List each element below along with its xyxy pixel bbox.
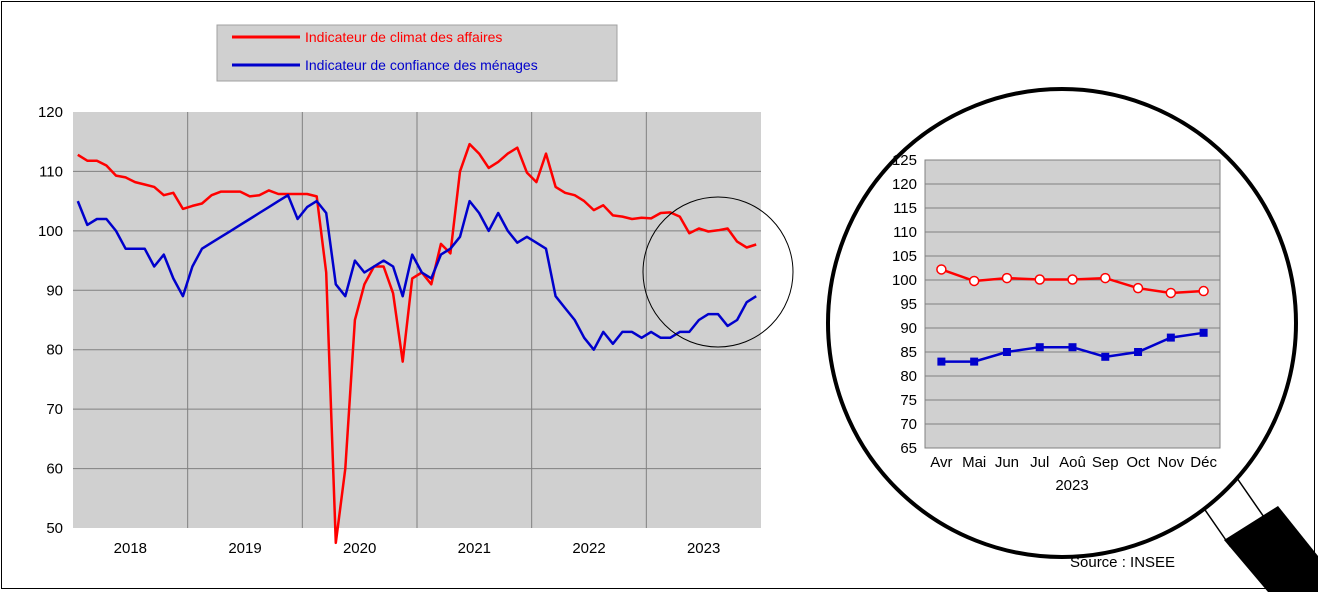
zoom-x-tick-label: Aoû (1059, 454, 1086, 471)
main-y-tick-label: 110 (39, 163, 63, 180)
main-x-tick-label: 2022 (572, 540, 605, 557)
main-gridlines (73, 112, 761, 528)
main-series (76, 142, 757, 545)
zoom-point-confiance (1068, 343, 1077, 352)
zoom-x-axis: Avr Mai Jun Jul Aoû Sep Oct Nov Déc (930, 454, 1217, 471)
main-x-tick-label: 2021 (458, 540, 491, 557)
zoom-gridlines (925, 183, 1220, 425)
zoom-point-confiance (1035, 343, 1044, 352)
zoom-y-tick-label: 70 (900, 416, 917, 433)
zoom-y-tick-label: 125 (892, 152, 917, 169)
zoom-point-climat (1198, 285, 1209, 297)
main-y-axis: 50 60 70 80 90 100 110 120 (38, 104, 63, 537)
zoom-y-tick-label: 80 (900, 368, 917, 385)
zoom-y-tick-label: 115 (893, 200, 917, 217)
main-y-tick-label: 80 (46, 342, 63, 359)
zoom-highlight-circle (642, 196, 794, 348)
main-x-tick-label: 2019 (228, 540, 261, 557)
zoom-point-confiance (937, 357, 946, 366)
main-x-tick-label: 2020 (343, 540, 376, 557)
zoom-point-climat (1132, 282, 1144, 294)
main-x-tick-label: 2018 (114, 540, 147, 557)
zoom-point-confiance (1166, 333, 1175, 342)
zoom-point-climat (1001, 272, 1013, 284)
main-x-tick-label: 2023 (687, 540, 720, 557)
zoom-chart: 65 70 75 80 85 90 95 100 105 110 115 120 125 Avr Mai J… (892, 152, 1221, 494)
main-y-tick-label: 70 (46, 401, 63, 418)
magnifier-grip (1224, 506, 1318, 592)
zoom-x-tick-label: Déc (1190, 454, 1217, 471)
zoom-point-confiance (970, 357, 979, 366)
main-series-line-climat (77, 142, 757, 545)
zoom-y-tick-label: 90 (900, 320, 917, 337)
zoom-x-tick-label: Mai (962, 454, 986, 471)
zoom-y-tick-label: 120 (892, 176, 917, 193)
legend: Indicateur de climat des affaires Indica… (216, 24, 618, 82)
zoom-y-tick-label: 105 (892, 248, 917, 265)
zoom-point-confiance (1199, 328, 1208, 337)
zoom-y-tick-label: 100 (892, 272, 917, 289)
zoom-point-climat (1100, 272, 1111, 284)
source-note: Source : INSEE (1070, 554, 1175, 571)
zoom-series (936, 264, 1209, 366)
zoom-point-climat (936, 264, 947, 275)
main-y-tick-label: 60 (46, 461, 63, 478)
zoom-x-tick-label: Nov (1157, 454, 1184, 471)
zoom-point-climat (1034, 274, 1045, 285)
zoom-y-tick-label: 85 (900, 344, 917, 361)
zoom-x-tick-label: Jun (995, 454, 1019, 471)
zoom-y-tick-label: 65 (900, 440, 917, 457)
zoom-point-climat (968, 275, 980, 287)
main-y-tick-label: 90 (46, 282, 63, 299)
zoom-point-climat (1165, 287, 1177, 299)
legend-background (216, 24, 618, 82)
zoom-point-confiance (1134, 348, 1143, 356)
main-y-tick-label: 120 (38, 104, 63, 121)
zoom-x-tick-label: Avr (930, 454, 952, 471)
zoom-x-tick-label: Oct (1126, 454, 1150, 471)
zoom-x-tick-label: Sep (1092, 454, 1119, 471)
zoom-x-axis-title: 2023 (1055, 477, 1088, 494)
zoom-point-confiance (1002, 348, 1011, 356)
legend-label-confiance: Indicateur de confiance des ménages (305, 57, 538, 73)
legend-label-climat: Indicateur de climat des affaires (305, 29, 502, 45)
zoom-y-tick-label: 75 (900, 392, 917, 409)
main-series-line-confiance (76, 193, 757, 351)
main-x-axis: 2018 2019 2020 2021 2022 2023 (114, 540, 721, 557)
main-y-tick-label: 100 (38, 223, 63, 240)
zoom-y-tick-label: 110 (893, 224, 917, 241)
zoom-point-confiance (1101, 352, 1110, 361)
zoom-y-tick-label: 95 (900, 296, 917, 313)
zoom-x-tick-label: Jul (1030, 454, 1049, 471)
main-y-tick-label: 50 (46, 520, 63, 537)
main-chart: 50 60 70 80 90 100 110 120 2018 2019 2020 2021 2022… (38, 104, 761, 557)
zoom-y-axis: 65 70 75 80 85 90 95 100 105 110 115 120 125 (892, 152, 917, 457)
zoom-point-climat (1067, 274, 1078, 285)
